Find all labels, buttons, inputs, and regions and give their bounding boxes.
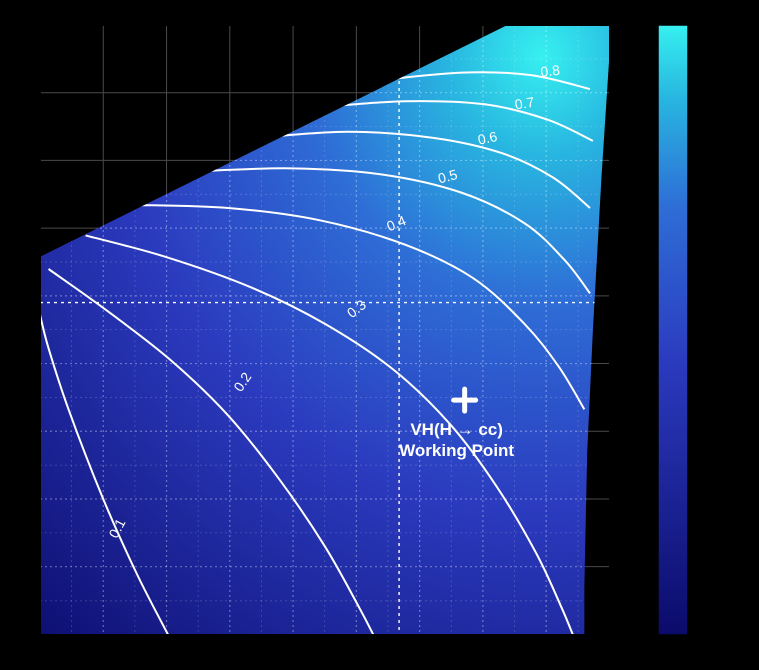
working-point-label: VH(H → cc) Working Point: [387, 420, 527, 461]
contour-label: 0.8: [533, 59, 567, 82]
contour-plot: 0.10.20.30.40.50.60.70.8: [0, 0, 759, 665]
svg-text:0.7: 0.7: [514, 94, 536, 113]
svg-text:0.8: 0.8: [540, 62, 561, 80]
marker-label-line2: Working Point: [387, 441, 527, 461]
marker-label-line1: VH(H → cc): [410, 420, 503, 439]
colorbar: [658, 25, 688, 635]
